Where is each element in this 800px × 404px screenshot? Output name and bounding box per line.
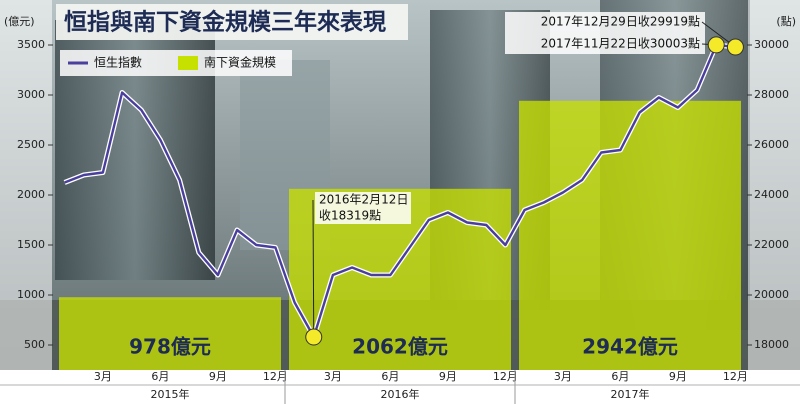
x-tick-label: 9月 [209, 370, 227, 383]
x-tick-label: 3月 [324, 370, 342, 383]
axis-panel [748, 0, 800, 370]
legend-swatch [178, 56, 198, 70]
y2-tick-label: 20000 [754, 288, 789, 301]
x-tick-label: 9月 [669, 370, 687, 383]
year-label: 2016年 [381, 387, 420, 401]
x-tick-label: 12月 [493, 370, 518, 383]
y-tick-label: 3000 [17, 88, 45, 101]
annotation: 2016年2月12日 [319, 193, 408, 207]
x-tick-label: 9月 [439, 370, 457, 383]
x-axis-panel [0, 370, 800, 404]
y2-tick-label: 26000 [754, 138, 789, 151]
y2-tick-label: 28000 [754, 88, 789, 101]
x-tick-label: 6月 [151, 370, 169, 383]
year-label: 2017年 [611, 387, 650, 401]
y-tick-label: 2000 [17, 188, 45, 201]
y-tick-label: 1500 [17, 238, 45, 251]
line [64, 43, 736, 339]
x-tick-label: 3月 [554, 370, 572, 383]
bar [519, 100, 741, 371]
bar-value-label: 978億元 [129, 335, 211, 359]
y2-tick-label: 18000 [754, 338, 789, 351]
annotation: 收18319點 [319, 209, 381, 223]
x-tick-label: 6月 [611, 370, 629, 383]
title-box [56, 4, 408, 40]
year-label: 2015年 [151, 387, 190, 401]
annotation: 2017年11月22日收30003點 [541, 37, 700, 51]
annotation-leader [312, 199, 315, 338]
bar-value-label: 2062億元 [352, 335, 448, 359]
highlight-point [707, 36, 725, 54]
chart-title: 恒指與南下資金規模三年來表現 [64, 9, 386, 36]
annotation-box [315, 192, 411, 224]
legend [60, 50, 292, 76]
x-tick-label: 6月 [381, 370, 399, 383]
legend-label: 恒生指數 [94, 55, 142, 70]
y2-tick-label: 30000 [754, 38, 789, 51]
x-tick-label: 12月 [723, 370, 748, 383]
annotation: 2017年12月29日收29919點 [541, 15, 700, 29]
y-tick-label: 500 [24, 338, 45, 351]
axis-panel [0, 0, 52, 370]
highlight-point [305, 328, 323, 346]
y-tick-label: 3500 [17, 38, 45, 51]
bar [59, 297, 281, 370]
bar-value-label: 2942億元 [582, 335, 678, 359]
y-axis-label: (億元) [4, 15, 35, 28]
highlight-point [726, 38, 744, 56]
y-tick-label: 1000 [17, 288, 45, 301]
x-tick-label: 12月 [263, 370, 288, 383]
annotation-box [505, 12, 705, 54]
y2-tick-label: 22000 [754, 238, 789, 251]
legend-label: 南下資金規模 [204, 55, 276, 70]
y2-axis-label: (點) [776, 15, 796, 28]
y2-tick-label: 24000 [754, 188, 789, 201]
x-tick-label: 3月 [94, 370, 112, 383]
y-tick-label: 2500 [17, 138, 45, 151]
